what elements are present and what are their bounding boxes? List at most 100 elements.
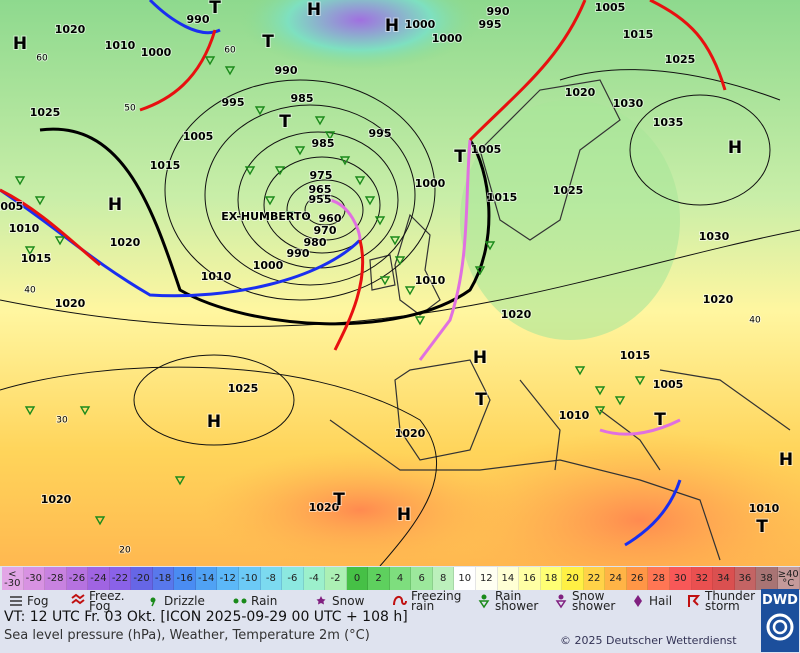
- legend-item: Fog: [8, 590, 48, 612]
- warm-front: [649, 0, 727, 91]
- isobars: [0, 69, 800, 566]
- scale-cell: -26: [66, 567, 89, 590]
- legend-icon: [634, 595, 642, 607]
- scale-cell: 38: [756, 567, 778, 590]
- scale-cell: -30: [23, 567, 46, 590]
- scale-cell: 22: [583, 567, 606, 590]
- isobar-label: 1000: [141, 46, 172, 59]
- pressure-center: H: [108, 195, 122, 215]
- dwd-logo: DWD: [761, 589, 799, 652]
- storm-label: EX-HUMBERTO: [221, 210, 310, 223]
- grid-label: 50: [124, 104, 136, 114]
- pressure-center: H: [385, 16, 399, 36]
- hot-area: [200, 450, 520, 566]
- isobar-label: 960: [319, 212, 342, 225]
- isobar-label: 1030: [699, 230, 730, 243]
- coastlines: [329, 79, 791, 561]
- isobar-label: 1025: [665, 53, 696, 66]
- legend-icon: [233, 598, 247, 604]
- shower-symbol: [224, 66, 236, 76]
- copyright: © 2025 Deutscher Wetterdienst: [560, 634, 737, 647]
- warm-front: [0, 188, 101, 267]
- warm-front: [333, 239, 365, 351]
- weather-symbols: [14, 56, 646, 526]
- isobar-label: 1015: [21, 252, 52, 265]
- legend-label: Freezing rain: [411, 589, 462, 613]
- shower-symbol: [404, 286, 416, 296]
- legend-icon: [150, 597, 156, 607]
- scale-cell: 18: [540, 567, 563, 590]
- grid-label: 40: [24, 286, 36, 296]
- isobar-label: 1000: [253, 259, 284, 272]
- shower-symbol: [354, 176, 366, 186]
- pressure-center: H: [728, 138, 742, 158]
- shower-symbol: [174, 476, 186, 486]
- scale-cell: -12: [217, 567, 240, 590]
- legend-item: Freez. Fog: [70, 590, 127, 612]
- shower-symbol: [574, 366, 586, 376]
- legend-item: Freezing rain: [392, 590, 467, 612]
- pressure-center: T: [756, 517, 768, 537]
- legend-label: Rain shower: [495, 589, 539, 613]
- shower-symbol: [284, 211, 296, 221]
- shower-symbol: [264, 196, 276, 206]
- isobar-label: 980: [304, 236, 327, 249]
- shower-symbol: [474, 266, 486, 276]
- grid-label: 60: [224, 46, 236, 56]
- legend-icon: [555, 594, 567, 609]
- scale-cell: 36: [734, 567, 757, 590]
- grid-label: 20: [119, 546, 131, 556]
- legend-label: Drizzle: [164, 594, 205, 608]
- scale-cell: -8: [260, 567, 283, 590]
- scale-cell: 20: [562, 567, 584, 590]
- isobar-label: 1035: [653, 116, 684, 129]
- legend-item: Thunder storm: [686, 590, 761, 612]
- isobar-label: 1025: [30, 106, 61, 119]
- legend-icon: [10, 596, 22, 606]
- pressure-center: H: [397, 505, 411, 525]
- scale-cell: -6: [282, 567, 304, 590]
- scale-cell: -14: [195, 567, 218, 590]
- isobar-label: 1025: [228, 382, 259, 395]
- isobar-label: 995: [479, 18, 502, 31]
- pressure-center: T: [209, 0, 221, 18]
- isobar-label: 1015: [150, 159, 181, 172]
- isobar-label: 990: [287, 247, 310, 260]
- isobar-label: 1020: [395, 427, 426, 440]
- logo-swirl: [766, 613, 794, 641]
- shower-symbol: [274, 166, 286, 176]
- scale-cell: 16: [519, 567, 541, 590]
- legend-label: Thunder storm: [705, 589, 756, 613]
- scale-cell: -4: [303, 567, 326, 590]
- scale-cell: -10: [239, 567, 261, 590]
- isobar-label: 990: [487, 5, 510, 18]
- scale-cell: -2: [325, 567, 347, 590]
- pressure-center: H: [307, 0, 321, 20]
- isobar-label: 985: [291, 92, 314, 105]
- scale-cell: -16: [174, 567, 196, 590]
- legend-item: Snow: [313, 590, 364, 612]
- scale-cell: 32: [691, 567, 714, 590]
- shower-symbol: [394, 256, 406, 266]
- scale-cell: -22: [109, 567, 132, 590]
- scale-cell: 24: [605, 567, 627, 590]
- isobar-label: 1005: [595, 1, 626, 14]
- isobar-label: 1000: [432, 32, 463, 45]
- isobar-label: 995: [222, 96, 245, 109]
- legend-icon: [71, 593, 85, 605]
- legend-item: Drizzle: [145, 590, 205, 612]
- grid-label: 40: [749, 316, 761, 326]
- scale-cell: 26: [626, 567, 649, 590]
- shower-symbol: [294, 146, 306, 156]
- scale-cell: -18: [152, 567, 175, 590]
- scale-cell: 2: [368, 567, 390, 590]
- scale-cell: 0: [346, 567, 369, 590]
- scale-cell: 6: [411, 567, 433, 590]
- scale-cell: 12: [476, 567, 498, 590]
- legend-icon: [688, 595, 701, 607]
- isobar-label: 1005: [653, 378, 684, 391]
- legend-label: Hail: [649, 594, 673, 608]
- description: Sea level pressure (hPa), Weather, Tempe…: [4, 628, 370, 643]
- isobar-label: 1020: [565, 86, 596, 99]
- scale-cell: -20: [131, 567, 153, 590]
